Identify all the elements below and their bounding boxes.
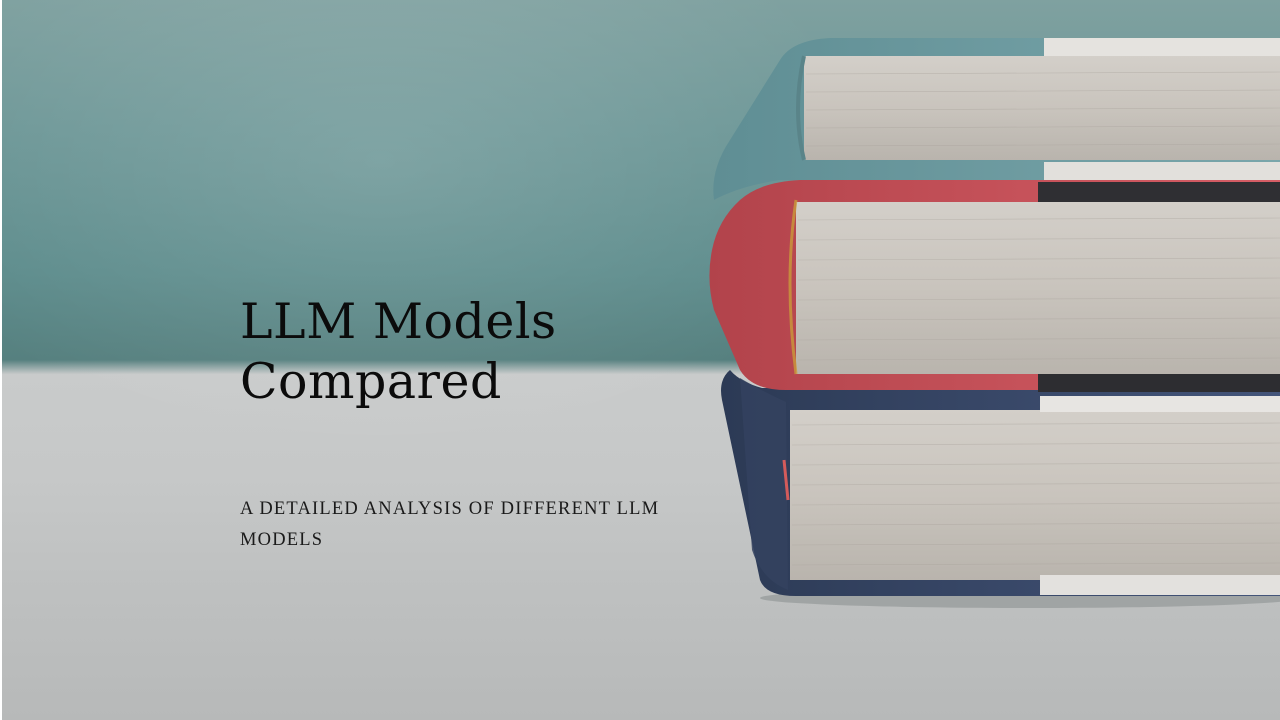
navy-book xyxy=(721,370,1280,596)
slide-title: LLM Models Compared xyxy=(240,293,557,410)
slide-edge xyxy=(0,0,2,720)
red-book xyxy=(709,180,1280,392)
books-stack-image xyxy=(709,38,1280,608)
slide-subtitle: A DETAILED ANALYSIS OF DIFFERENT LLM MOD… xyxy=(240,499,660,550)
teal-book xyxy=(713,38,1280,200)
